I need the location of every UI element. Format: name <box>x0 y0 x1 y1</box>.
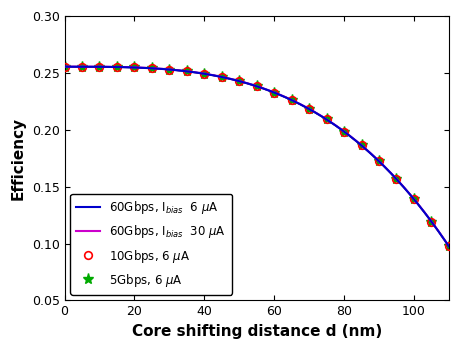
Line: 60Gbps, I$_{bias}$  30 $\mu$A: 60Gbps, I$_{bias}$ 30 $\mu$A <box>64 66 448 246</box>
5Gbps, 6 $\mu$A <box>428 219 433 224</box>
10Gbps, 6 $\mu$A <box>114 65 119 69</box>
5Gbps, 6 $\mu$A <box>218 75 224 79</box>
10Gbps, 6 $\mu$A <box>410 197 416 201</box>
5Gbps, 6 $\mu$A <box>288 98 294 102</box>
60Gbps, I$_{bias}$  6 $\mu$A <box>325 119 330 123</box>
60Gbps, I$_{bias}$  6 $\mu$A <box>217 75 222 79</box>
10Gbps, 6 $\mu$A <box>79 65 84 69</box>
5Gbps, 6 $\mu$A <box>236 79 241 83</box>
Line: 5Gbps, 6 $\mu$A: 5Gbps, 6 $\mu$A <box>59 61 453 252</box>
10Gbps, 6 $\mu$A <box>288 98 294 102</box>
10Gbps, 6 $\mu$A <box>149 66 154 70</box>
5Gbps, 6 $\mu$A <box>341 130 346 134</box>
60Gbps, I$_{bias}$  6 $\mu$A <box>230 78 236 82</box>
60Gbps, I$_{bias}$  6 $\mu$A <box>368 152 373 156</box>
60Gbps, I$_{bias}$  30 $\mu$A <box>361 146 366 150</box>
5Gbps, 6 $\mu$A <box>201 72 207 76</box>
10Gbps, 6 $\mu$A <box>445 244 451 248</box>
10Gbps, 6 $\mu$A <box>271 90 276 94</box>
10Gbps, 6 $\mu$A <box>236 79 241 83</box>
5Gbps, 6 $\mu$A <box>375 159 381 163</box>
60Gbps, I$_{bias}$  30 $\mu$A <box>368 152 373 156</box>
X-axis label: Core shifting distance d (nm): Core shifting distance d (nm) <box>131 324 381 339</box>
60Gbps, I$_{bias}$  6 $\mu$A <box>445 244 451 248</box>
60Gbps, I$_{bias}$  6 $\mu$A <box>361 146 366 150</box>
5Gbps, 6 $\mu$A <box>410 197 416 201</box>
10Gbps, 6 $\mu$A <box>96 65 102 69</box>
10Gbps, 6 $\mu$A <box>323 117 329 121</box>
10Gbps, 6 $\mu$A <box>62 65 67 69</box>
60Gbps, I$_{bias}$  30 $\mu$A <box>445 244 451 248</box>
10Gbps, 6 $\mu$A <box>375 159 381 163</box>
5Gbps, 6 $\mu$A <box>271 90 276 94</box>
10Gbps, 6 $\mu$A <box>166 68 172 72</box>
5Gbps, 6 $\mu$A <box>114 65 119 69</box>
10Gbps, 6 $\mu$A <box>218 75 224 79</box>
10Gbps, 6 $\mu$A <box>428 219 433 224</box>
60Gbps, I$_{bias}$  30 $\mu$A <box>101 65 106 69</box>
5Gbps, 6 $\mu$A <box>393 177 398 181</box>
10Gbps, 6 $\mu$A <box>131 65 137 70</box>
60Gbps, I$_{bias}$  30 $\mu$A <box>325 118 330 122</box>
5Gbps, 6 $\mu$A <box>323 117 329 121</box>
5Gbps, 6 $\mu$A <box>358 144 364 148</box>
60Gbps, I$_{bias}$  30 $\mu$A <box>230 77 236 82</box>
Legend: 60Gbps, I$_{bias}$  6 $\mu$A, 60Gbps, I$_{bias}$  30 $\mu$A, 10Gbps, 6 $\mu$A, 5: 60Gbps, I$_{bias}$ 6 $\mu$A, 60Gbps, I$_… <box>70 194 232 295</box>
Line: 10Gbps, 6 $\mu$A: 10Gbps, 6 $\mu$A <box>61 63 452 250</box>
5Gbps, 6 $\mu$A <box>166 68 172 72</box>
5Gbps, 6 $\mu$A <box>149 66 154 70</box>
10Gbps, 6 $\mu$A <box>341 130 346 134</box>
5Gbps, 6 $\mu$A <box>306 107 311 111</box>
60Gbps, I$_{bias}$  6 $\mu$A <box>62 65 67 69</box>
60Gbps, I$_{bias}$  6 $\mu$A <box>101 65 106 69</box>
60Gbps, I$_{bias}$  30 $\mu$A <box>62 64 67 69</box>
10Gbps, 6 $\mu$A <box>253 84 259 89</box>
5Gbps, 6 $\mu$A <box>131 65 137 70</box>
10Gbps, 6 $\mu$A <box>184 69 189 73</box>
Y-axis label: Efficiency: Efficiency <box>11 117 26 200</box>
5Gbps, 6 $\mu$A <box>62 65 67 69</box>
10Gbps, 6 $\mu$A <box>393 177 398 181</box>
5Gbps, 6 $\mu$A <box>445 244 451 248</box>
5Gbps, 6 $\mu$A <box>79 65 84 69</box>
10Gbps, 6 $\mu$A <box>201 72 207 76</box>
5Gbps, 6 $\mu$A <box>184 69 189 73</box>
5Gbps, 6 $\mu$A <box>253 84 259 89</box>
10Gbps, 6 $\mu$A <box>358 144 364 148</box>
60Gbps, I$_{bias}$  30 $\mu$A <box>217 75 222 79</box>
5Gbps, 6 $\mu$A <box>96 65 102 69</box>
Line: 60Gbps, I$_{bias}$  6 $\mu$A: 60Gbps, I$_{bias}$ 6 $\mu$A <box>64 67 448 246</box>
10Gbps, 6 $\mu$A <box>306 107 311 111</box>
